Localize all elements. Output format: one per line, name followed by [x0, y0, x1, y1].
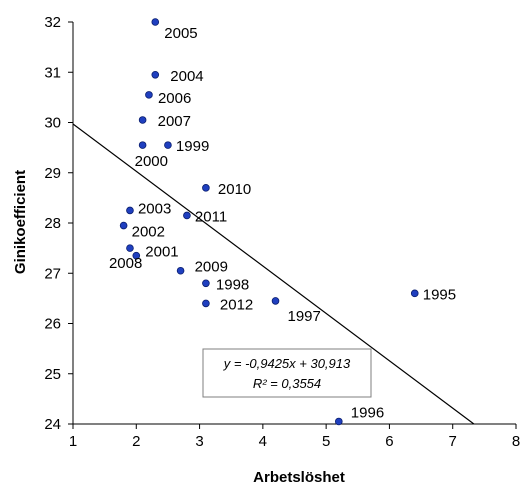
- point-label-2006: 2006: [158, 90, 191, 107]
- data-point-1996: [334, 417, 343, 426]
- point-label-2001: 2001: [145, 244, 178, 261]
- y-tick-label: 29: [44, 165, 61, 182]
- point-label-2002: 2002: [132, 224, 165, 241]
- point-label-1998: 1998: [216, 276, 249, 293]
- data-point-1997: [271, 297, 280, 305]
- data-point-2001: [132, 251, 141, 260]
- y-tick-label: 25: [44, 366, 61, 383]
- point-labels: 1995 1996 1997 1998 1999 2000 2001 2002 2003 2004…: [109, 25, 456, 421]
- equation-annotation: y = -0,9425x + 30,913 R² = 0,3554: [202, 348, 372, 398]
- x-tick-label: 8: [512, 433, 520, 450]
- data-point-1995: [410, 289, 419, 298]
- data-point-2000: [138, 141, 147, 149]
- y-axis-title: Ginikoefficient: [12, 170, 29, 274]
- y-tick-label: 31: [44, 64, 61, 81]
- x-axis-title: Arbetslöshet: [253, 469, 345, 486]
- trendline-group: [72, 123, 475, 425]
- x-tick-label: 6: [385, 433, 393, 450]
- data-point-2007: [138, 116, 147, 124]
- y-tick-label: 32: [44, 14, 61, 31]
- trendline: [72, 123, 475, 425]
- x-tick-label: 2: [132, 433, 140, 450]
- x-tick-label: 5: [322, 433, 330, 450]
- equation-box: [202, 348, 372, 398]
- data-points: [119, 18, 419, 426]
- point-label-2003: 2003: [138, 200, 171, 217]
- data-point-2009: [176, 266, 185, 275]
- point-label-2010: 2010: [218, 181, 251, 198]
- data-point-2011: [183, 211, 191, 220]
- y-tick-label: 26: [44, 316, 61, 333]
- data-point-2008: [126, 244, 134, 252]
- data-point-2003: [126, 206, 134, 215]
- y-tick-label: 30: [44, 115, 61, 132]
- point-label-2011: 2011: [195, 208, 227, 225]
- point-label-1999: 1999: [176, 138, 209, 155]
- x-tick-label: 3: [195, 433, 203, 450]
- data-point-2005: [151, 18, 160, 26]
- point-label-2000: 2000: [135, 153, 168, 170]
- data-point-2010: [202, 184, 210, 192]
- y-tick-label: 28: [44, 215, 61, 232]
- point-label-1995: 1995: [423, 286, 456, 303]
- point-label-2008: 2008: [109, 255, 142, 272]
- x-tick-label: 7: [449, 433, 457, 450]
- point-label-2012: 2012: [220, 296, 253, 313]
- point-label-2005: 2005: [164, 25, 197, 42]
- data-point-1999: [164, 141, 172, 149]
- data-point-2012: [202, 299, 210, 308]
- data-point-2004: [151, 70, 160, 79]
- data-point-2006: [145, 91, 153, 99]
- point-label-2007: 2007: [158, 113, 191, 130]
- point-label-1997: 1997: [288, 308, 321, 325]
- data-point-1998: [202, 279, 210, 288]
- point-label-2009: 2009: [195, 259, 228, 276]
- data-point-2002: [119, 221, 128, 230]
- x-tick-label: 4: [259, 433, 267, 450]
- y-tick-label: 24: [44, 416, 61, 433]
- equation-text: y = -0,9425x + 30,913: [223, 356, 351, 371]
- point-label-2004: 2004: [170, 68, 203, 85]
- tick-marks: 1 2 3 4 5 6 7 8 24 25 26 27 28 29 30 31 32: [44, 14, 520, 450]
- x-tick-label: 1: [69, 433, 77, 450]
- y-tick-label: 27: [44, 265, 61, 282]
- point-label-1996: 1996: [351, 404, 384, 421]
- r-squared-text: R² = 0,3554: [253, 376, 321, 391]
